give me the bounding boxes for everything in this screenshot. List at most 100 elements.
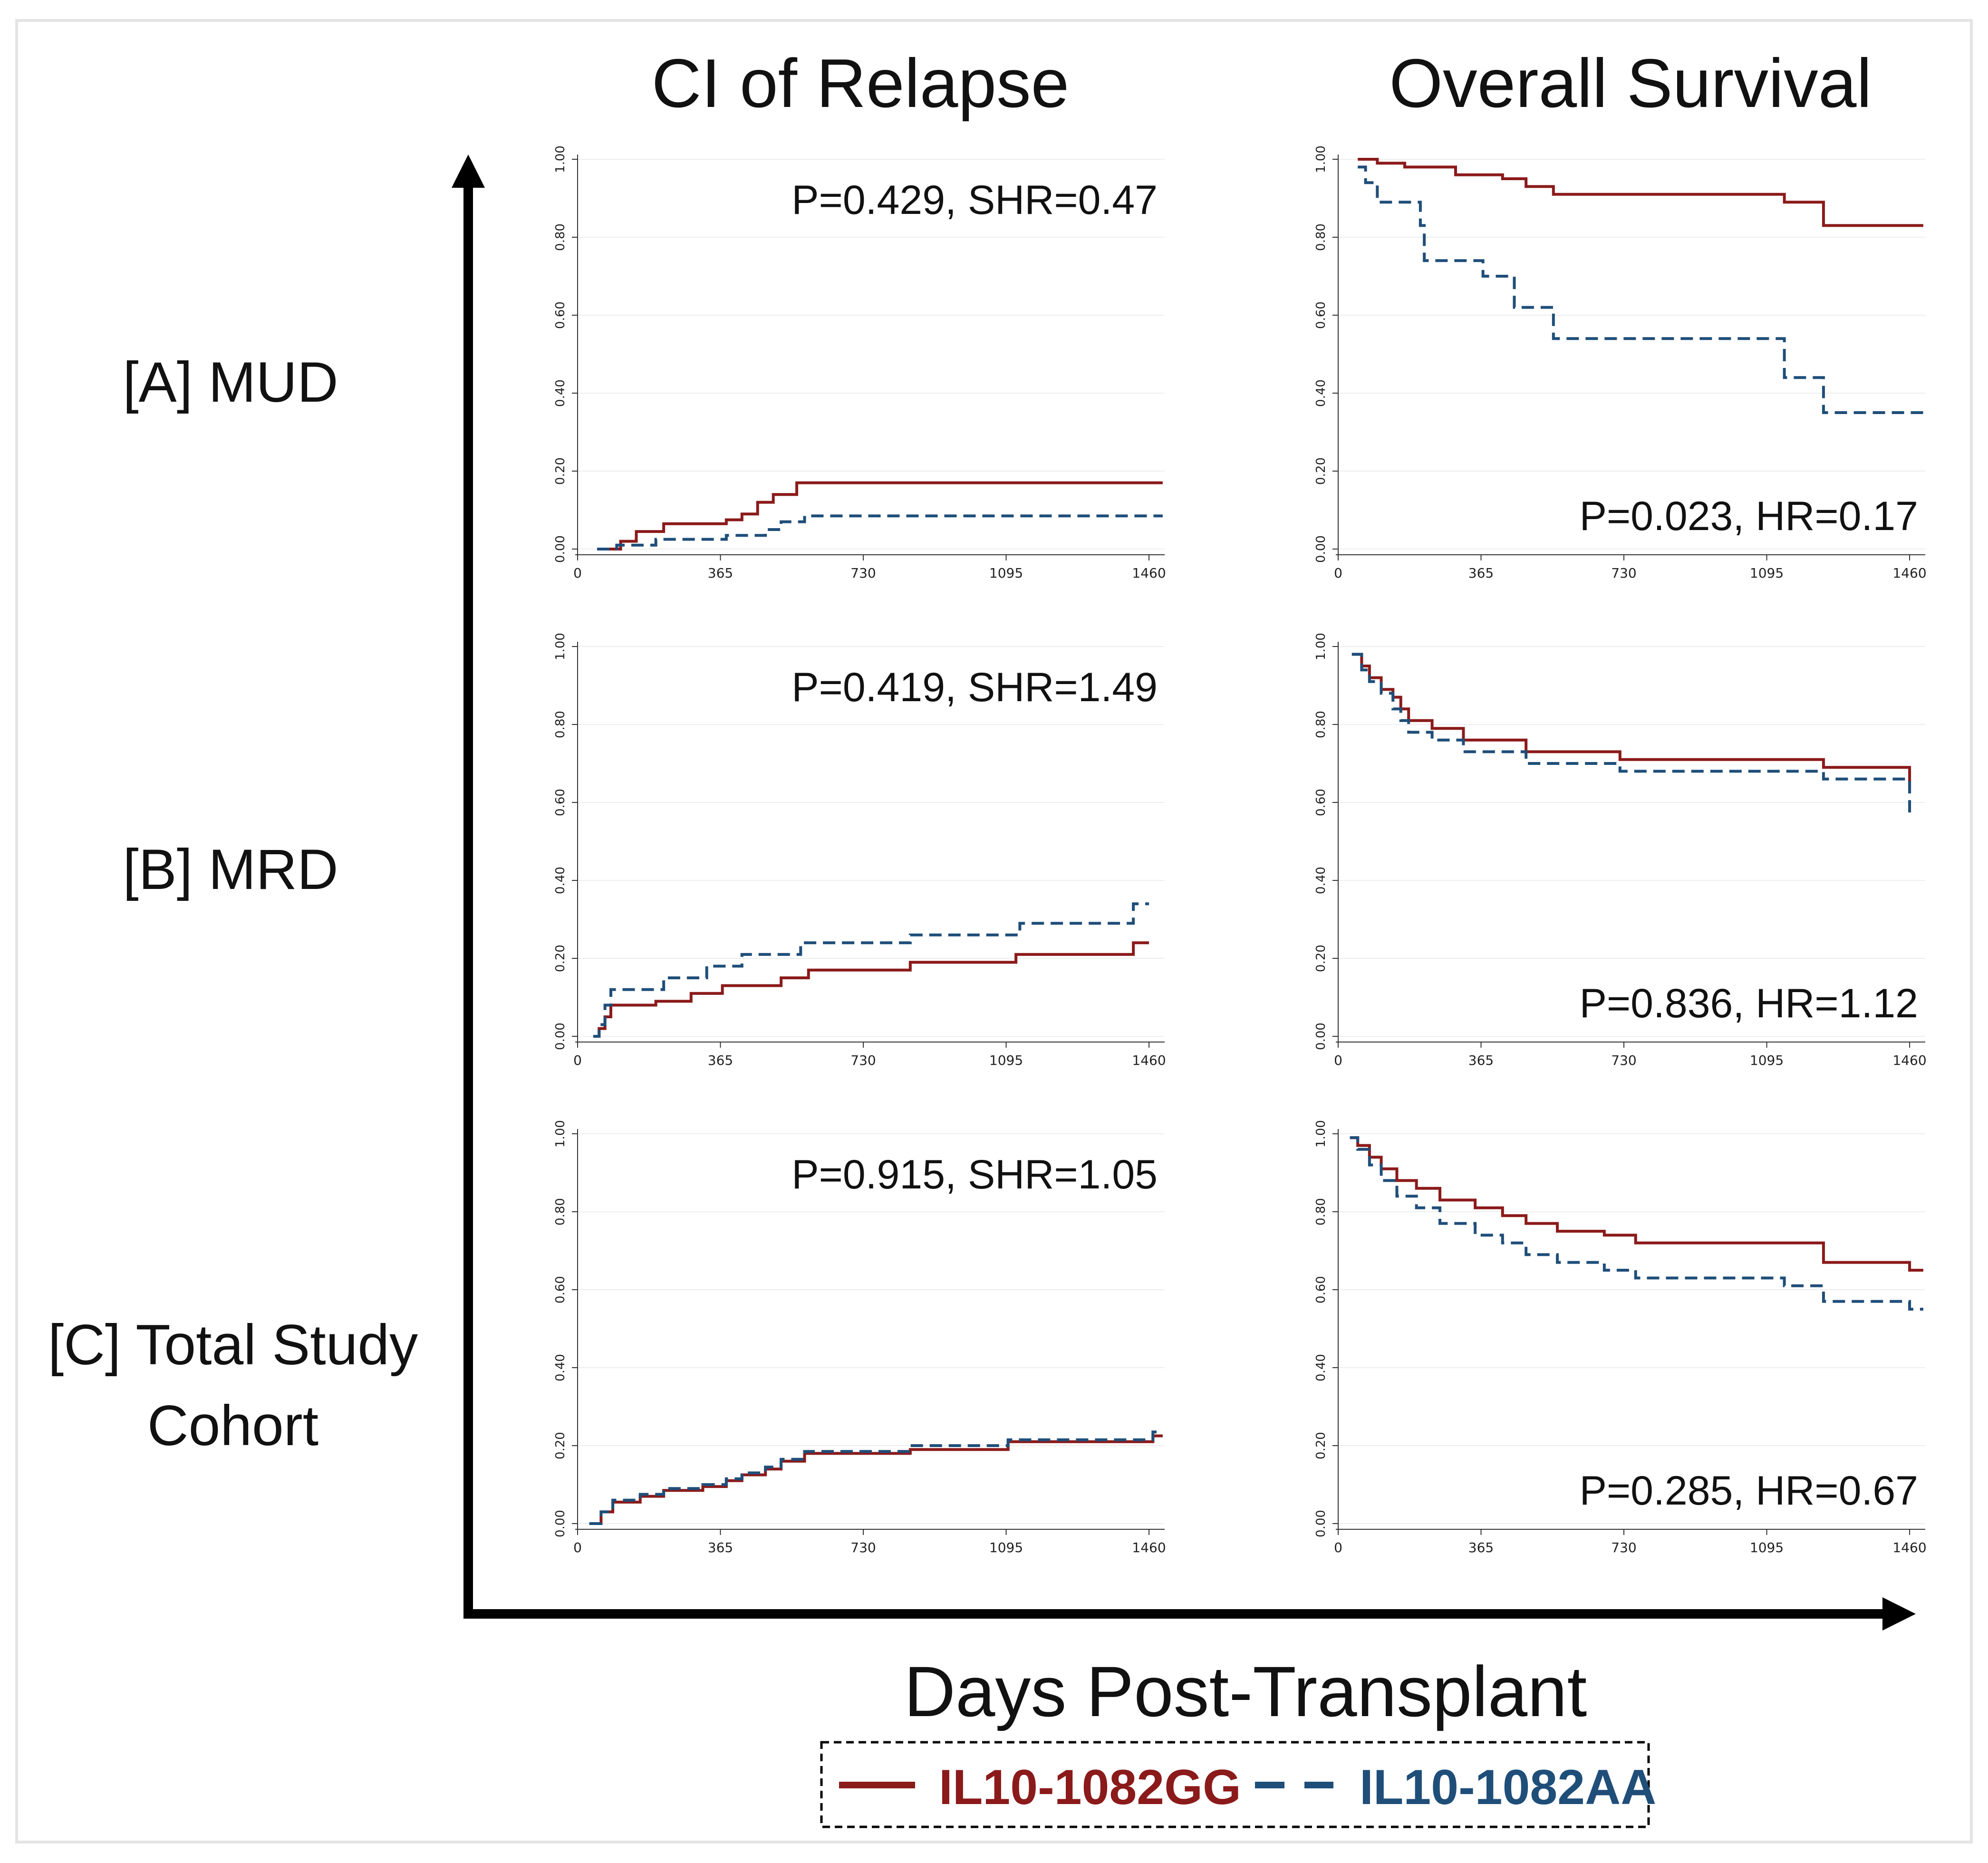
y-tick-label: 0.20: [1314, 1432, 1328, 1459]
x-tick-label: 1095: [1750, 565, 1784, 581]
y-tick-label: 1.00: [1314, 145, 1328, 173]
series-line-gg: [597, 481, 1163, 550]
x-tick-label: 1095: [989, 565, 1023, 581]
y-tick-label: 0.60: [553, 789, 568, 816]
y-tick-label: 0.40: [1314, 867, 1328, 894]
chart-panel-A-survival: 0.00 0.20 0.40 0.60 0.80 1.00 0 365 730 1095 1460 P…: [1314, 145, 1927, 581]
series-line-aa: [593, 902, 1149, 1038]
stat-annotation: P=0.023, HR=0.17: [1580, 493, 1918, 539]
x-tick-label: 730: [1611, 1540, 1636, 1555]
row-label-total-line2: Cohort: [147, 1394, 318, 1458]
x-axis-title: Days Post-Transplant: [904, 1651, 1587, 1731]
x-tick-label: 730: [850, 1540, 876, 1555]
chart-panel-C-survival: 0.00 0.20 0.40 0.60 0.80 1.00 0 365 730 1095 1460 P…: [1314, 1120, 1927, 1555]
y-tick-label: 0.00: [553, 535, 568, 563]
chart-panel-A-relapse: 0.00 0.20 0.40 0.60 0.80 1.00 0 365 730 1095 1460 P…: [553, 145, 1166, 581]
y-tick-label: 0.60: [553, 1276, 568, 1303]
stat-annotation: P=0.419, SHR=1.49: [791, 665, 1158, 710]
x-tick-label: 0: [1334, 1052, 1342, 1068]
stat-annotation: P=0.915, SHR=1.05: [791, 1152, 1158, 1197]
chart-panel-C-relapse: 0.00 0.20 0.40 0.60 0.80 1.00 0 365 730 1095 1460 P…: [553, 1120, 1166, 1555]
legend-box: [820, 1741, 1650, 1828]
series-line-aa: [1351, 653, 1911, 818]
stat-annotation: P=0.429, SHR=0.47: [791, 177, 1158, 223]
y-tick-label: 0.20: [553, 945, 568, 972]
legend-label-gg: IL10-1082GG: [939, 1760, 1241, 1815]
x-tick-label: 365: [708, 1540, 733, 1555]
y-tick-label: 0.60: [1314, 1276, 1328, 1303]
x-tick-label: 1095: [989, 1052, 1023, 1068]
y-tick-label: 0.80: [553, 711, 568, 738]
legend-label-aa: IL10-1082AA: [1360, 1760, 1656, 1815]
figure-frame: [15, 19, 1973, 1844]
x-tick-label: 1095: [1750, 1052, 1784, 1068]
y-tick-label: 0.80: [553, 223, 568, 251]
x-tick-label: 1095: [1750, 1540, 1784, 1555]
y-tick-label: 0.80: [1314, 711, 1328, 738]
y-tick-label: 1.00: [1314, 1120, 1328, 1148]
y-tick-label: 0.80: [553, 1198, 568, 1226]
x-tick-label: 1460: [1132, 1540, 1166, 1555]
x-tick-label: 730: [850, 1052, 876, 1068]
y-tick-label: 0.20: [1314, 457, 1328, 485]
y-tick-label: 0.40: [1314, 1354, 1328, 1381]
series-line-aa: [1350, 1136, 1923, 1311]
chart-panel-B-survival: 0.00 0.20 0.40 0.60 0.80 1.00 0 365 730 1095 1460 P…: [1314, 633, 1927, 1068]
series-line-gg: [1358, 158, 1923, 227]
legend: IL10-1082GG IL10-1082AA: [820, 1741, 1656, 1828]
y-tick-label: 0.40: [1314, 379, 1328, 407]
chart-panels: 0.00 0.20 0.40 0.60 0.80 1.00 0 365 730 1095 1460 P…: [553, 145, 1927, 1555]
y-tick-label: 0.60: [1314, 301, 1328, 329]
row-label-total-line1: [C] Total Study: [48, 1313, 418, 1377]
x-axis-arrowhead: [1882, 1597, 1916, 1631]
x-tick-label: 0: [573, 565, 582, 581]
row-label-mud: [A] MUD: [123, 350, 338, 414]
x-tick-label: 365: [708, 565, 733, 581]
series-line-gg: [593, 941, 1149, 1038]
x-tick-label: 0: [1334, 565, 1342, 581]
x-tick-label: 365: [1468, 565, 1494, 581]
y-tick-label: 0.00: [553, 1023, 568, 1050]
x-tick-label: 365: [1468, 1052, 1494, 1068]
series-line-gg: [1351, 653, 1911, 791]
x-tick-label: 730: [1611, 565, 1636, 581]
y-tick-label: 0.00: [1314, 535, 1328, 563]
y-tick-label: 0.60: [553, 301, 568, 329]
series-line-gg: [1350, 1136, 1923, 1272]
series-line-aa: [597, 514, 1163, 550]
y-tick-label: 0.20: [553, 457, 568, 485]
y-tick-label: 0.20: [1314, 945, 1328, 972]
x-tick-label: 365: [708, 1052, 733, 1068]
x-tick-label: 1460: [1132, 1052, 1166, 1068]
y-tick-label: 0.40: [553, 1354, 568, 1381]
y-tick-label: 0.40: [553, 867, 568, 894]
x-tick-label: 0: [573, 1052, 582, 1068]
x-tick-label: 1460: [1892, 565, 1926, 581]
column-title-survival: Overall Survival: [1389, 45, 1872, 122]
y-tick-label: 0.80: [1314, 223, 1328, 251]
series-line-aa: [1358, 165, 1923, 414]
y-tick-label: 0.80: [1314, 1198, 1328, 1226]
row-label-mrd: [B] MRD: [123, 838, 338, 901]
x-tick-label: 730: [850, 565, 876, 581]
x-tick-label: 0: [1334, 1540, 1342, 1555]
y-tick-label: 0.20: [553, 1432, 568, 1459]
stat-annotation: P=0.836, HR=1.12: [1580, 981, 1918, 1026]
column-title-relapse: CI of Relapse: [652, 45, 1070, 122]
y-tick-label: 0.60: [1314, 789, 1328, 816]
y-axis-arrowhead: [452, 154, 485, 188]
chart-panel-B-relapse: 0.00 0.20 0.40 0.60 0.80 1.00 0 365 730 1095 1460 P…: [553, 633, 1166, 1068]
y-tick-label: 1.00: [553, 633, 568, 660]
y-tick-label: 0.00: [1314, 1510, 1328, 1537]
y-tick-label: 1.00: [553, 1120, 568, 1148]
series-line-aa: [589, 1430, 1163, 1525]
x-tick-label: 0: [573, 1540, 582, 1555]
x-tick-label: 730: [1611, 1052, 1636, 1068]
y-tick-label: 0.00: [1314, 1023, 1328, 1050]
y-tick-label: 0.40: [553, 379, 568, 407]
x-tick-label: 1460: [1892, 1052, 1926, 1068]
x-tick-label: 365: [1468, 1540, 1494, 1555]
y-tick-label: 1.00: [1314, 633, 1328, 660]
x-tick-label: 1095: [989, 1540, 1023, 1555]
